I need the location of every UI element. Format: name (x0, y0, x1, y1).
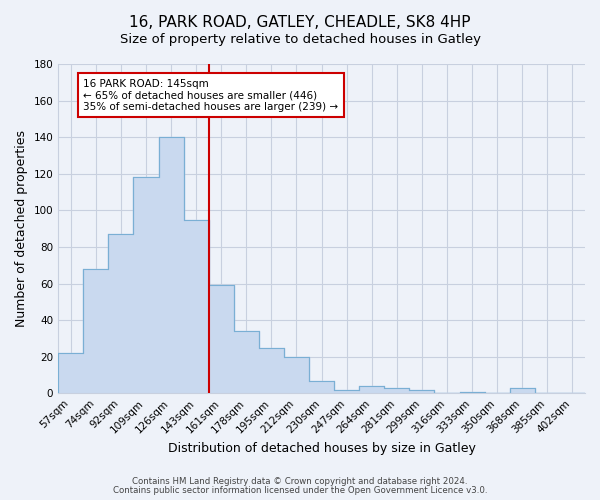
Y-axis label: Number of detached properties: Number of detached properties (15, 130, 28, 327)
Text: Contains public sector information licensed under the Open Government Licence v3: Contains public sector information licen… (113, 486, 487, 495)
Polygon shape (58, 137, 585, 394)
Text: Contains HM Land Registry data © Crown copyright and database right 2024.: Contains HM Land Registry data © Crown c… (132, 477, 468, 486)
Text: 16, PARK ROAD, GATLEY, CHEADLE, SK8 4HP: 16, PARK ROAD, GATLEY, CHEADLE, SK8 4HP (129, 15, 471, 30)
X-axis label: Distribution of detached houses by size in Gatley: Distribution of detached houses by size … (167, 442, 476, 455)
Text: Size of property relative to detached houses in Gatley: Size of property relative to detached ho… (119, 32, 481, 46)
Text: 16 PARK ROAD: 145sqm
← 65% of detached houses are smaller (446)
35% of semi-deta: 16 PARK ROAD: 145sqm ← 65% of detached h… (83, 78, 338, 112)
